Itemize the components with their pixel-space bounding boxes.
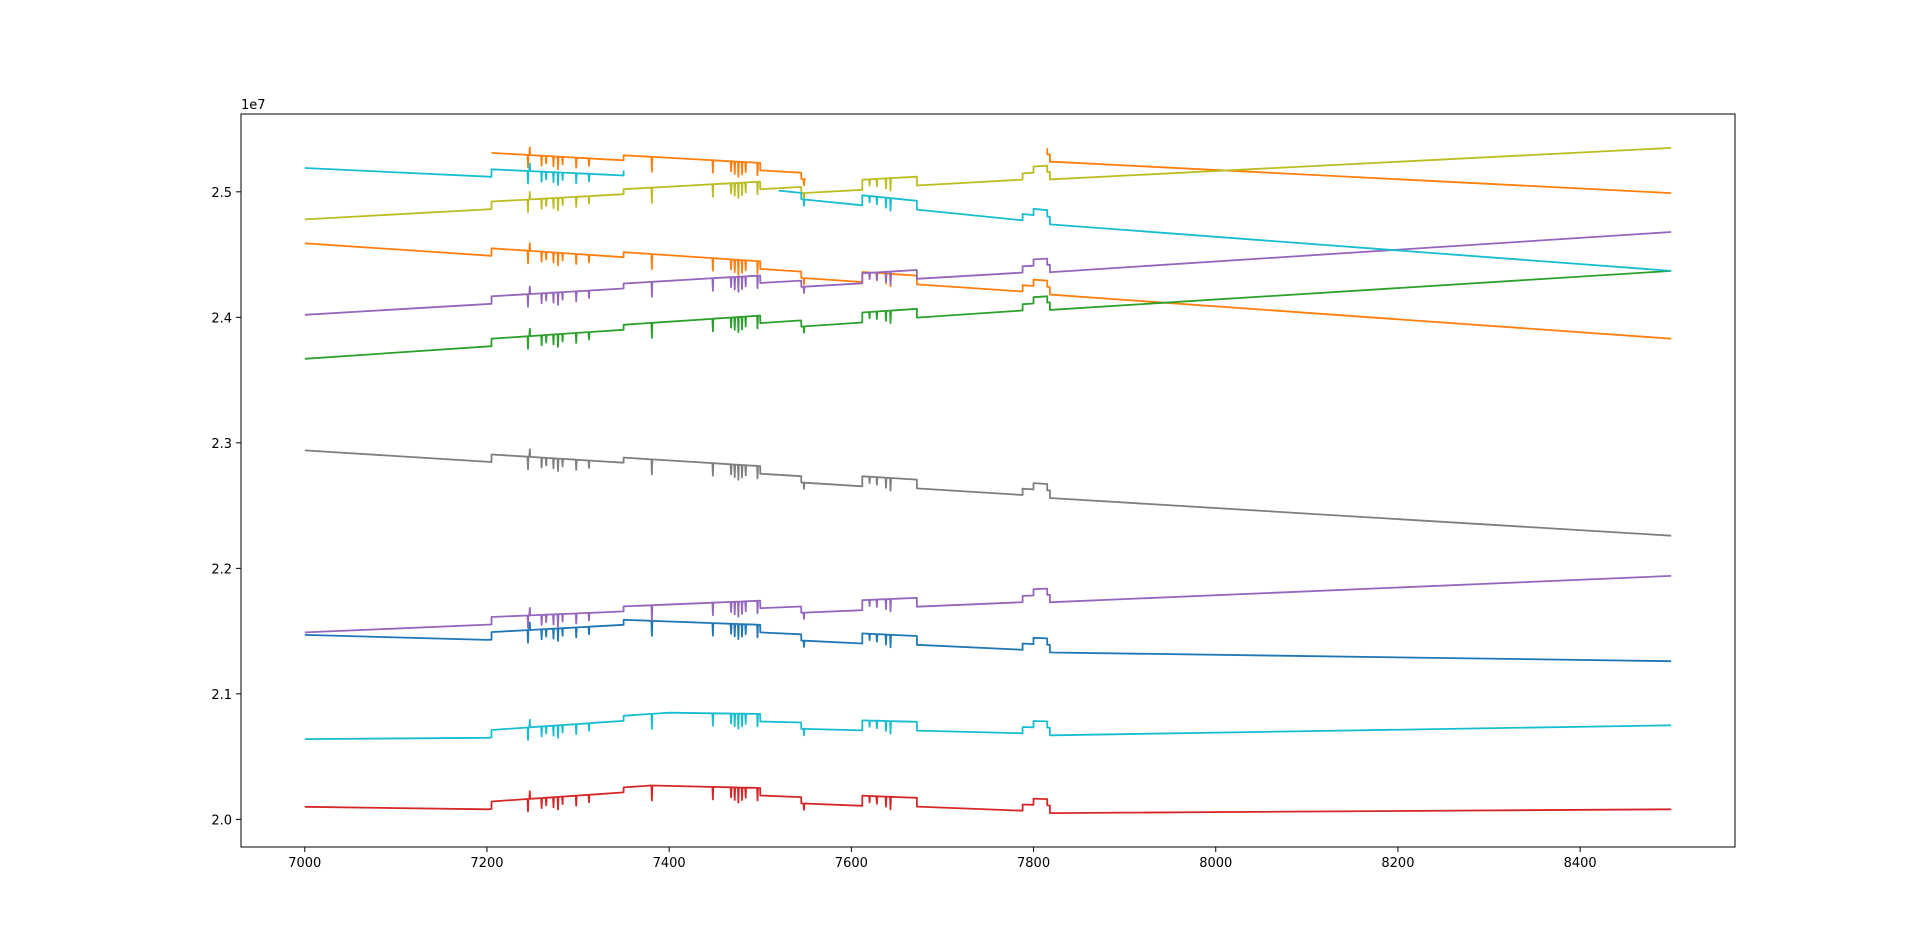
series-line-5 xyxy=(304,784,1672,814)
x-tick-label: 7800 xyxy=(1017,856,1050,871)
series-line-4 xyxy=(304,270,1672,360)
series-line-7 xyxy=(304,575,1672,634)
y-tick-label: 2.4 xyxy=(211,311,232,326)
y-tick-label: 2.5 xyxy=(211,186,232,201)
series-line-3 xyxy=(491,146,1672,194)
series-line-11 xyxy=(304,711,1672,741)
series-line-10 xyxy=(304,162,1672,272)
series-line-6 xyxy=(304,231,1672,316)
x-tick-label: 7400 xyxy=(653,856,686,871)
x-tick-label: 8400 xyxy=(1564,856,1597,871)
x-tick-label: 7000 xyxy=(288,856,321,871)
plot-frame xyxy=(240,113,1736,848)
y-offset-label: 1e7 xyxy=(241,98,266,113)
y-tick-label: 2.2 xyxy=(211,562,232,577)
series-line-9 xyxy=(304,147,1672,221)
x-axis: 7000 7200 7400 7600 7800 8000 8200 8400 xyxy=(288,847,1597,871)
series-line-8 xyxy=(304,448,1672,537)
y-axis: 2.0 2.1 2.2 2.3 2.4 2.5 xyxy=(211,186,241,828)
x-tick-label: 8200 xyxy=(1381,856,1414,871)
x-tick-label: 7600 xyxy=(835,856,868,871)
y-tick-label: 2.1 xyxy=(211,688,232,703)
series-line-1 xyxy=(304,618,1672,663)
y-tick-label: 2.0 xyxy=(211,813,232,828)
y-tick-label: 2.3 xyxy=(211,437,232,452)
series-layer xyxy=(304,146,1672,814)
x-tick-label: 8000 xyxy=(1199,856,1232,871)
x-tick-label: 7200 xyxy=(470,856,503,871)
